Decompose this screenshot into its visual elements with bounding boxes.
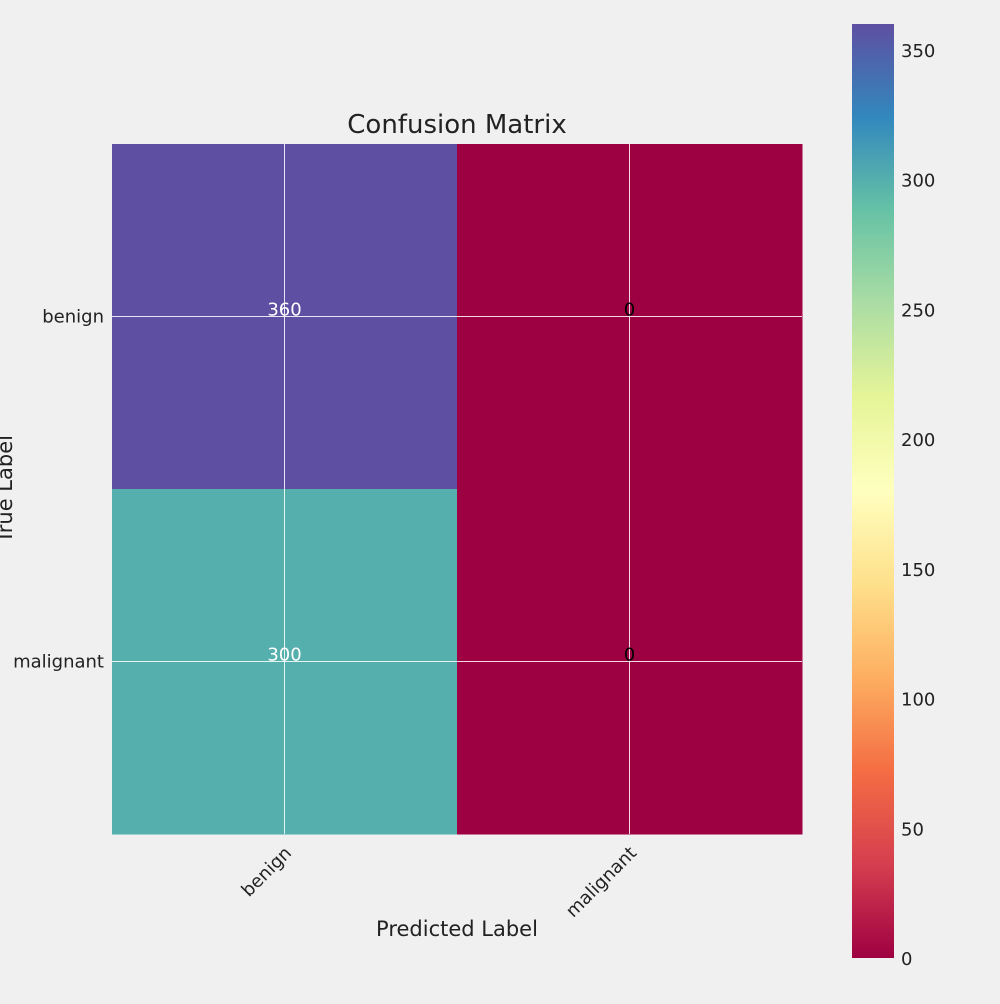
- colorbar-tick-label: 0: [901, 949, 912, 970]
- colorbar-tick-label: 150: [901, 560, 935, 581]
- y-tick-label: benign: [42, 307, 104, 328]
- colorbar-tick-label: 200: [901, 430, 935, 451]
- x-tick-label: malignant: [562, 843, 641, 922]
- cell-value-label: 0: [624, 300, 635, 321]
- y-tick-label: malignant: [13, 652, 104, 673]
- colorbar-tick-label: 250: [901, 300, 935, 321]
- chart-title: Confusion Matrix: [347, 110, 566, 140]
- x-tick-label: benign: [238, 843, 297, 902]
- colorbar-tick-label: 350: [901, 41, 935, 62]
- y-axis-label: True Label: [0, 435, 17, 544]
- cell-value-label: 300: [267, 645, 301, 666]
- colorbar-tick-label: 300: [901, 171, 935, 192]
- colorbar-tick-label: 50: [901, 819, 924, 840]
- colorbar: [852, 24, 894, 958]
- cell-value-label: 360: [267, 300, 301, 321]
- cell-value-label: 0: [624, 645, 635, 666]
- x-axis-label: Predicted Label: [376, 917, 538, 941]
- colorbar-tick-label: 100: [901, 690, 935, 711]
